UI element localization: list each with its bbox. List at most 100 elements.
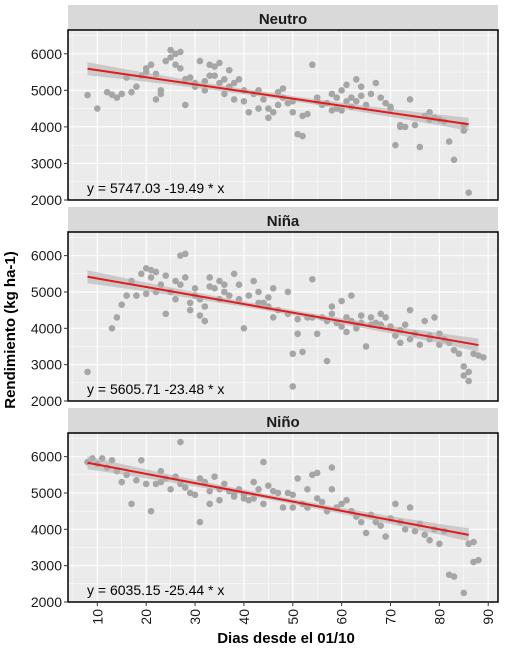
data-point <box>382 533 389 540</box>
data-point <box>377 94 385 101</box>
data-point <box>372 79 380 87</box>
data-point <box>260 458 267 466</box>
data-point <box>475 556 482 564</box>
data-point <box>147 507 155 515</box>
data-point <box>343 81 350 89</box>
data-point <box>367 314 375 321</box>
data-point <box>416 143 424 151</box>
data-point <box>221 90 228 98</box>
strip-header <box>68 408 498 433</box>
strip-header <box>68 5 498 30</box>
panel-border <box>67 231 499 402</box>
data-point <box>137 456 145 464</box>
data-point <box>211 72 218 79</box>
data-point <box>338 297 345 305</box>
data-point <box>352 97 360 105</box>
data-point <box>480 354 487 361</box>
data-point <box>181 250 189 258</box>
data-point <box>265 114 272 122</box>
data-point <box>313 495 321 502</box>
data-point <box>172 61 179 69</box>
data-point <box>357 83 365 90</box>
data-point <box>470 538 477 546</box>
data-point <box>221 76 228 83</box>
data-point <box>108 91 116 99</box>
data-point <box>343 496 350 504</box>
y-tick-label: 3000 <box>31 357 62 373</box>
data-point <box>260 299 267 307</box>
y-tick-label: 5000 <box>31 284 62 300</box>
data-point <box>216 277 223 285</box>
data-point <box>352 76 360 83</box>
data-point <box>377 522 385 529</box>
data-point <box>240 325 248 332</box>
data-point <box>167 486 174 493</box>
data-point <box>362 529 370 537</box>
x-tick-label: 80 <box>431 609 447 625</box>
data-point <box>211 285 218 292</box>
data-point <box>250 478 257 486</box>
data-point <box>206 72 214 79</box>
data-point <box>108 325 116 332</box>
data-point <box>401 321 409 328</box>
x-tick-label: 70 <box>383 609 399 625</box>
data-point <box>450 346 458 354</box>
data-point <box>181 101 189 109</box>
panel-1: Neutro y = 5747.03 -19.49 * x 2000 3000 4000… <box>31 5 499 208</box>
data-point <box>328 464 336 471</box>
panel-3: Niño y = 6035.15 -25.44 * x 2000 3000 4000 50… <box>31 408 499 610</box>
data-point <box>348 94 355 101</box>
data-point <box>460 589 468 597</box>
data-point <box>177 438 184 446</box>
strip-label: Niña <box>267 213 300 230</box>
data-point <box>436 540 443 548</box>
data-point <box>465 377 472 385</box>
data-point <box>445 138 453 145</box>
data-point <box>269 108 277 116</box>
data-point <box>137 270 145 278</box>
data-point <box>255 288 262 296</box>
data-point <box>216 496 223 504</box>
data-point <box>255 486 262 493</box>
data-point <box>235 76 243 83</box>
data-point <box>216 79 223 87</box>
data-point <box>128 500 135 508</box>
data-point <box>431 314 438 321</box>
data-point <box>167 46 174 54</box>
data-point <box>313 330 321 338</box>
data-point <box>133 83 140 90</box>
y-tick-label: 5000 <box>31 485 62 501</box>
data-point <box>309 61 316 69</box>
data-point <box>343 328 350 336</box>
data-point <box>328 303 336 310</box>
y-tick-label: 2000 <box>31 594 62 610</box>
regression-line <box>87 275 479 347</box>
data-point <box>304 110 311 118</box>
data-point <box>323 357 331 365</box>
data-point <box>348 292 355 299</box>
x-tick-label: 10 <box>89 609 105 625</box>
data-point <box>260 500 267 508</box>
data-point <box>113 314 121 321</box>
data-point <box>94 105 101 112</box>
data-point <box>230 493 238 500</box>
data-point <box>416 341 424 348</box>
data-point <box>455 350 463 358</box>
data-point <box>450 156 458 164</box>
data-point <box>201 303 209 310</box>
y-tick-label: 5000 <box>31 82 62 98</box>
data-point <box>299 348 306 356</box>
data-point <box>177 281 184 288</box>
data-point <box>152 268 160 276</box>
data-point <box>255 105 262 112</box>
data-point <box>206 274 214 281</box>
data-point <box>157 90 165 98</box>
y-tick-label: 3000 <box>31 558 62 574</box>
regression-equation: y = 5605.71 -23.48 * x <box>87 381 224 397</box>
data-point <box>196 475 204 482</box>
data-point <box>421 531 429 539</box>
data-point <box>84 91 91 99</box>
data-point <box>211 63 218 70</box>
data-point <box>284 288 292 296</box>
data-point <box>289 350 297 358</box>
